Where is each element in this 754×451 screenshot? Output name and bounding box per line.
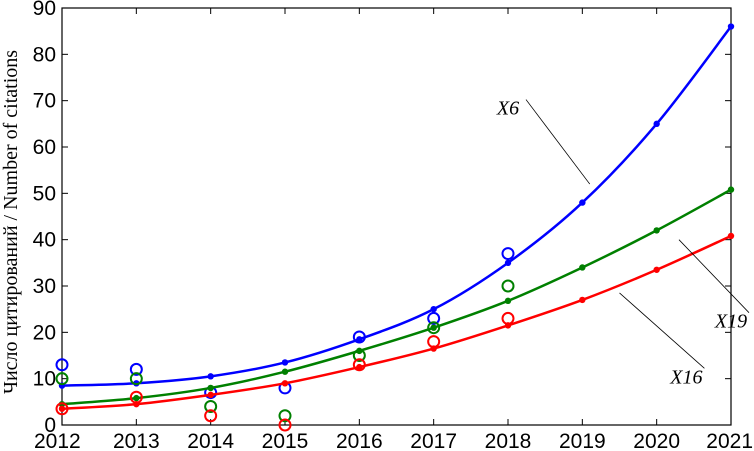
fit-point: [504, 259, 512, 267]
y-tick-label: 20: [33, 321, 56, 344]
fit-point: [430, 324, 437, 331]
fit-point: [281, 359, 289, 366]
observed-point: [55, 372, 69, 386]
observed-point: [427, 321, 441, 335]
fit-point: [207, 373, 214, 380]
fit-point: [207, 384, 214, 392]
fit-point: [504, 297, 512, 305]
fit-point: [281, 380, 289, 387]
leader-line: [619, 292, 705, 369]
series-x19: [55, 186, 735, 423]
observed-point: [129, 362, 143, 376]
x-tick-label: 2014: [187, 430, 234, 451]
fit-point: [133, 394, 140, 402]
fit-point: [653, 266, 660, 273]
observed-point: [501, 311, 515, 325]
observed-point: [129, 390, 143, 404]
y-tick-label: 50: [33, 182, 56, 205]
observed-point: [427, 311, 441, 325]
x-tick-label: 2015: [262, 430, 309, 451]
fit-point: [579, 199, 586, 206]
x-tick-label: 2012: [34, 430, 81, 451]
series-x6: [55, 23, 735, 400]
fit-line: [61, 234, 732, 411]
x-tick-label: 2021: [706, 430, 753, 451]
leader-line: [525, 99, 591, 185]
x-tick-label: 2018: [485, 430, 532, 451]
fit-point: [727, 186, 735, 193]
observed-point: [204, 409, 218, 423]
fit-point: [356, 336, 363, 343]
fit-line: [61, 25, 732, 387]
fit-point: [356, 363, 363, 371]
y-tick-label: 30: [33, 275, 56, 298]
observed-point: [427, 335, 441, 349]
fit-point: [207, 391, 214, 399]
x-tick-label: 2013: [113, 430, 160, 451]
y-tick-label: 40: [33, 229, 56, 252]
x-tick-label: 2017: [410, 430, 457, 451]
observed-point: [278, 409, 292, 423]
y-tick-label: 80: [33, 43, 56, 66]
fit-point: [430, 305, 437, 313]
fit-point: [579, 296, 586, 304]
leader-line: [678, 239, 750, 313]
series-label-x6: X6: [496, 98, 519, 120]
observed-point: [352, 358, 366, 372]
fit-line: [61, 188, 732, 406]
observed-point: [129, 372, 143, 386]
x-tick-label: 2016: [336, 430, 383, 451]
series-layer: [55, 23, 735, 432]
observed-point: [352, 330, 366, 344]
fit-point: [579, 264, 586, 271]
y-tick-label: 10: [33, 368, 56, 391]
x-tick-label: 2019: [559, 430, 606, 451]
series-label-x19: X19: [714, 311, 747, 333]
fit-point: [727, 23, 735, 30]
observed-point: [55, 358, 69, 372]
x-tick-label: 2020: [633, 430, 680, 451]
axes: 0 10 20 30 40 50 60 70 80 90 2012 2013 2014 2015 2016 2…: [33, 0, 753, 451]
fit-point: [281, 368, 289, 375]
y-tick-label: 70: [33, 90, 56, 113]
series-x16: [55, 232, 735, 432]
fit-point: [653, 227, 660, 234]
fit-point: [58, 405, 66, 412]
fit-point: [653, 120, 660, 128]
plot-frame: [61, 7, 732, 426]
series-label-x16: X16: [669, 366, 702, 388]
y-tick-label: 60: [33, 136, 56, 159]
observed-point: [501, 279, 515, 293]
observed-point: [501, 247, 515, 261]
fit-point: [727, 232, 735, 240]
observed-point: [352, 349, 366, 362]
y-tick-label: 90: [33, 0, 56, 20]
observed-point: [55, 402, 69, 416]
observed-point: [278, 418, 292, 432]
series-labels: X6 X19 X16: [496, 98, 750, 388]
y-axis-label: Число цитирований / Number of citations: [0, 50, 22, 394]
y-tick-label: 0: [44, 414, 56, 437]
observed-point: [204, 399, 218, 413]
